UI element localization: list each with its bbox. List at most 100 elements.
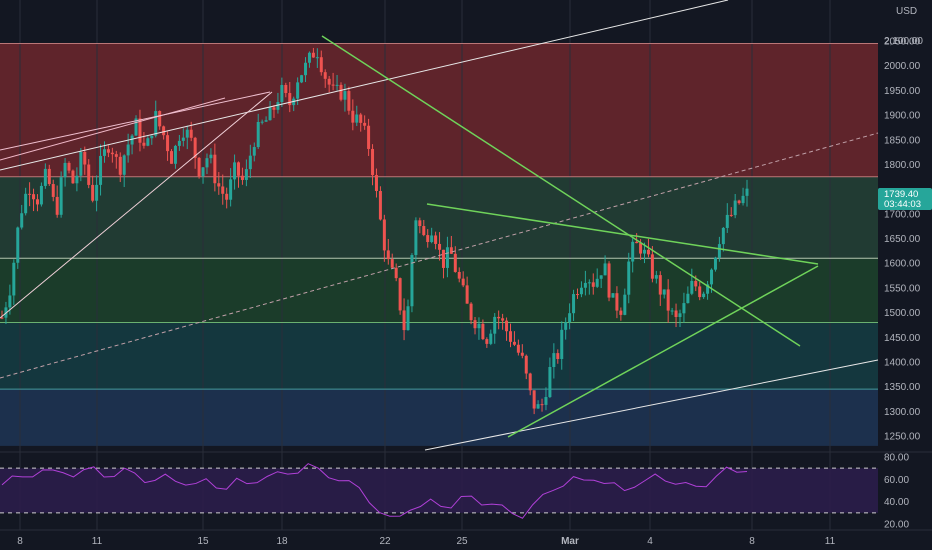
- candle-body: [367, 125, 371, 149]
- rsi-band: [0, 468, 878, 513]
- candle-body: [83, 151, 87, 165]
- trendline-pink-2: [0, 91, 271, 151]
- candle-body: [524, 355, 528, 374]
- candle-body: [449, 247, 453, 254]
- candle-body: [229, 179, 233, 200]
- candle-body: [501, 318, 505, 321]
- candle-body: [544, 397, 548, 405]
- trendline-pink-1: [0, 97, 226, 161]
- candle-body: [615, 293, 619, 311]
- candle-body: [24, 193, 28, 214]
- candle-body: [398, 278, 402, 311]
- trendlines[interactable]: [0, 0, 879, 451]
- price-tick: 2000.00: [884, 61, 921, 72]
- candle-body: [323, 72, 327, 79]
- candle-body: [91, 184, 95, 201]
- candle-body: [713, 257, 717, 270]
- candlestick-series[interactable]: [0, 47, 749, 415]
- candle-body: [682, 303, 686, 314]
- candle-body: [438, 243, 442, 250]
- candle-body: [477, 323, 481, 329]
- candle-body: [706, 284, 710, 294]
- candle-body: [0, 317, 4, 319]
- candle-body: [102, 149, 106, 156]
- candle-body: [729, 214, 733, 216]
- candle-body: [87, 164, 91, 185]
- candle-body: [591, 282, 595, 287]
- candle-body: [335, 84, 339, 86]
- candle-body: [205, 158, 209, 168]
- rsi-line: [1, 463, 748, 519]
- candle-body: [623, 294, 627, 315]
- candle-body: [355, 114, 359, 123]
- candle-body: [568, 313, 572, 323]
- candle-body: [280, 84, 284, 103]
- candle-body: [394, 267, 398, 279]
- candle-body: [505, 320, 509, 332]
- candle-body: [552, 353, 556, 368]
- candle-body: [359, 114, 363, 123]
- candle-body: [99, 155, 103, 185]
- candle-body: [296, 82, 300, 99]
- trendline-white-long: [0, 0, 729, 171]
- time-axis[interactable]: 8 11 15 18 22 25 Mar 4 8 11: [0, 529, 932, 547]
- trendline-dashed: [0, 132, 879, 379]
- candle-body: [20, 213, 24, 228]
- candle-body: [717, 244, 721, 258]
- candle-body: [670, 310, 674, 312]
- candle-body: [67, 162, 71, 171]
- currency-label[interactable]: USD: [896, 6, 917, 17]
- candle-body: [654, 275, 658, 279]
- candle-body: [662, 289, 666, 295]
- candle-body: [225, 193, 229, 200]
- candle-body: [327, 78, 331, 85]
- candle-body: [583, 282, 587, 288]
- candle-body: [126, 144, 130, 156]
- candle-body: [197, 157, 201, 177]
- candle-body: [560, 329, 564, 359]
- candle-body: [146, 138, 150, 146]
- candle-body: [173, 145, 177, 164]
- time-tick: 25: [456, 536, 468, 547]
- trendline-pink-3: [0, 91, 273, 319]
- price-tick: 1450.00: [884, 333, 921, 344]
- candle-body: [300, 75, 304, 83]
- price-tick: 1500.00: [884, 308, 921, 319]
- candle-body: [528, 373, 532, 391]
- rsi-tick: 40.00: [884, 497, 909, 508]
- candle-body: [256, 121, 260, 148]
- candle-body: [217, 183, 221, 187]
- price-axis[interactable]: 2,100.00 1250.00 1300.00 1350.00 1400.00 1450…: [884, 36, 923, 531]
- candle-body: [311, 52, 315, 58]
- price-tag-countdown: 03:44:03: [884, 199, 921, 210]
- candle-body: [430, 235, 434, 243]
- candle-body: [240, 175, 244, 180]
- candle-body: [71, 170, 75, 184]
- candle-body: [441, 249, 445, 268]
- price-tick: 1300.00: [884, 407, 921, 418]
- candle-body: [540, 404, 544, 406]
- candle-body: [493, 316, 497, 334]
- time-tick: 22: [379, 536, 391, 547]
- candle-body: [382, 219, 386, 251]
- candle-body: [465, 285, 469, 304]
- candle-body: [118, 156, 122, 175]
- candle-body: [378, 191, 382, 220]
- candle-body: [233, 162, 237, 180]
- rsi-pane[interactable]: [0, 451, 932, 519]
- candle-body: [268, 107, 272, 121]
- candle-body: [725, 214, 729, 228]
- trendline-green-down: [321, 35, 801, 347]
- time-tick: 8: [749, 536, 755, 547]
- candle-body: [130, 135, 134, 145]
- candle-body: [453, 253, 457, 272]
- candle-body: [237, 162, 241, 176]
- price-tick: 1550.00: [884, 283, 921, 294]
- price-tick: 1650.00: [884, 234, 921, 245]
- price-tick: 1250.00: [884, 432, 921, 443]
- price-tag-value: 1739.40: [884, 189, 918, 200]
- candle-body: [532, 390, 536, 409]
- trendline-green-flat: [426, 203, 819, 265]
- candle-body: [47, 168, 51, 185]
